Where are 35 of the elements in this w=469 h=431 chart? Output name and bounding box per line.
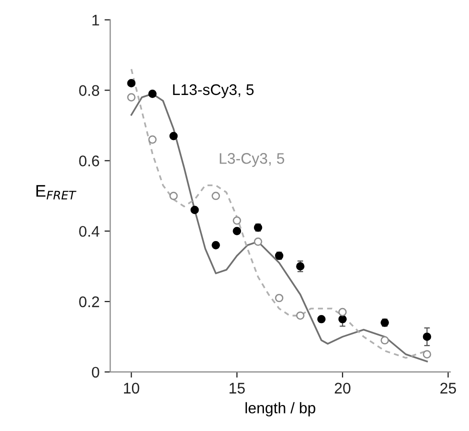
y-tick-label: 0.6 bbox=[79, 156, 100, 166]
point bbox=[169, 192, 178, 200]
point bbox=[127, 93, 136, 102]
x-tick-label: 10 bbox=[124, 382, 140, 394]
point bbox=[422, 332, 432, 341]
x-tick-label: 25 bbox=[440, 382, 456, 394]
point bbox=[232, 226, 242, 236]
point bbox=[338, 314, 347, 324]
y-tick-label: 0.4 bbox=[79, 226, 100, 237]
series-label: L3-Cy3, 5 bbox=[220, 153, 284, 167]
point bbox=[296, 311, 304, 320]
y-tick-label: 0 bbox=[92, 366, 100, 378]
point bbox=[317, 314, 326, 324]
y-tick-label: 0.2 bbox=[79, 296, 100, 308]
point bbox=[212, 241, 220, 250]
point bbox=[422, 350, 432, 359]
y-tick-label: 0.8 bbox=[79, 85, 100, 96]
point bbox=[296, 262, 304, 270]
point bbox=[232, 216, 242, 225]
point bbox=[338, 308, 347, 316]
series-label: L13-sCy3, 5 bbox=[173, 84, 254, 98]
x-axis-title: length / bp bbox=[246, 402, 316, 416]
y-axis-title: E$_{FRET}$ bbox=[36, 185, 76, 200]
x-tick-label: 15 bbox=[230, 382, 245, 394]
y-tick-label: 1 bbox=[92, 14, 100, 26]
point bbox=[169, 132, 178, 140]
point bbox=[148, 90, 157, 98]
point bbox=[380, 336, 389, 344]
point bbox=[148, 135, 157, 144]
point bbox=[254, 238, 262, 246]
point bbox=[212, 192, 220, 200]
point bbox=[190, 206, 199, 214]
point bbox=[275, 294, 284, 302]
x-tick-label: 20 bbox=[334, 382, 350, 394]
point bbox=[127, 79, 136, 88]
